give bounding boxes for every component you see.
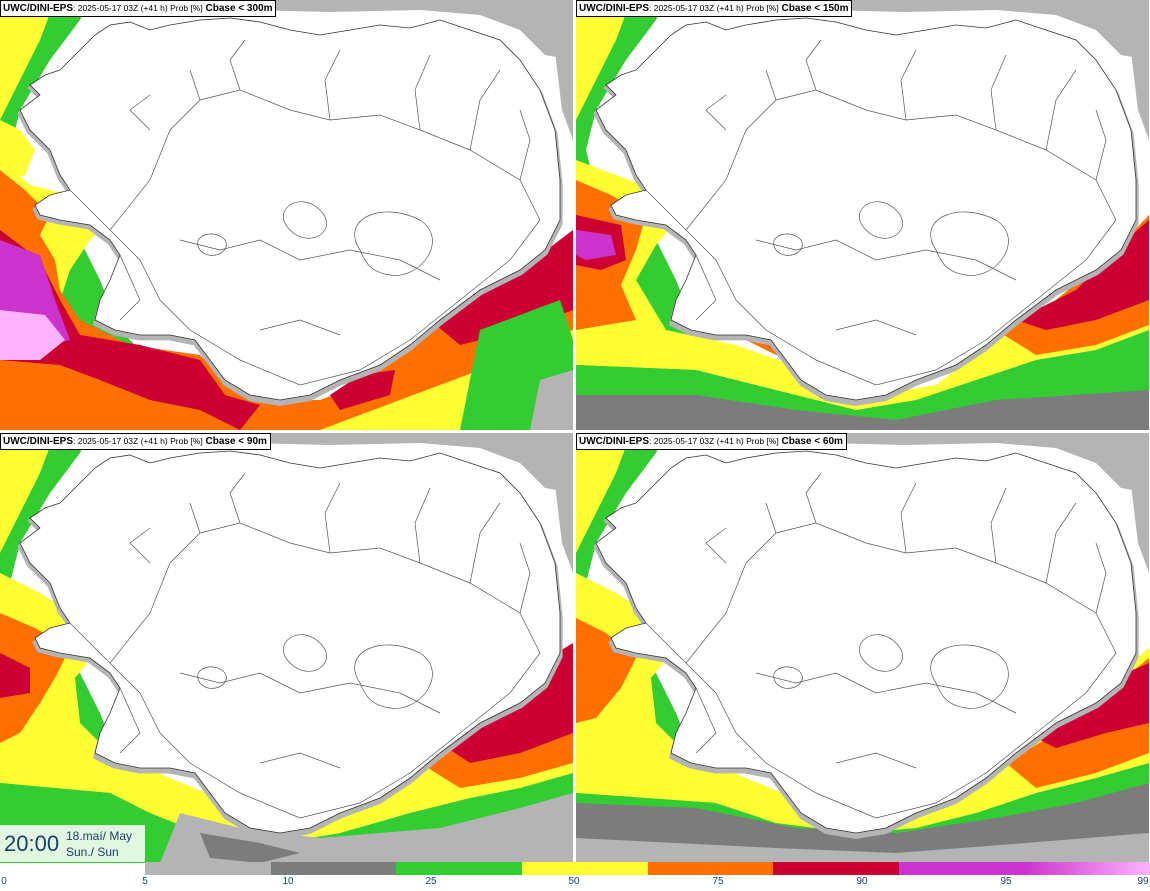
map-panel-bottom-left: UWC/DINI-EPS: 2025-05-17 03Z (+41 h) Pro… [0, 433, 573, 863]
colorbar [145, 862, 1150, 875]
probability-map [576, 433, 1149, 863]
colorbar-tick-label: 99 [1137, 876, 1148, 887]
colorbar-ticks: 0 5 10 25 50 75 90 95 99 [0, 875, 1150, 891]
panel-title: UWC/DINI-EPS: 2025-05-17 03Z (+41 h) Pro… [576, 433, 847, 450]
colorbar-segment [773, 862, 899, 875]
valid-time-box: 20:00 18.maí/ May Sun./ Sun [0, 825, 145, 862]
colorbar-segment [396, 862, 522, 875]
probability-map [0, 0, 573, 430]
valid-time: 20:00 [4, 831, 59, 857]
map-panel-bottom-right: UWC/DINI-EPS: 2025-05-17 03Z (+41 h) Pro… [576, 433, 1149, 863]
colorbar-tick-label: 95 [1000, 876, 1011, 887]
probability-map [576, 0, 1149, 430]
panel-title: UWC/DINI-EPS: 2025-05-17 03Z (+41 h) Pro… [0, 0, 276, 17]
colorbar-tick-label: 75 [712, 876, 723, 887]
colorbar-segment [145, 862, 271, 875]
panel-divider-horizontal [0, 430, 1150, 433]
probability-map [0, 433, 573, 863]
colorbar-tick-label: 0 [1, 876, 7, 887]
valid-weekday: Sun./ Sun [66, 845, 119, 859]
map-panel-top-right: UWC/DINI-EPS: 2025-05-17 03Z (+41 h) Pro… [576, 0, 1149, 430]
colorbar-tick-label: 50 [568, 876, 579, 887]
colorbar-segment [899, 862, 1025, 875]
colorbar-tick-label: 90 [856, 876, 867, 887]
colorbar-segment [522, 862, 648, 875]
colorbar-segment [1024, 862, 1150, 875]
colorbar-tick-label: 25 [425, 876, 436, 887]
valid-date: 18.maí/ May [66, 829, 132, 843]
colorbar-segment [271, 862, 397, 875]
colorbar-tick-label: 10 [282, 876, 293, 887]
map-panel-top-left: UWC/DINI-EPS: 2025-05-17 03Z (+41 h) Pro… [0, 0, 573, 430]
colorbar-segment [648, 862, 774, 875]
colorbar-tick-label: 5 [142, 876, 148, 887]
panel-title: UWC/DINI-EPS: 2025-05-17 03Z (+41 h) Pro… [0, 433, 271, 450]
panel-title: UWC/DINI-EPS: 2025-05-17 03Z (+41 h) Pro… [576, 0, 852, 17]
